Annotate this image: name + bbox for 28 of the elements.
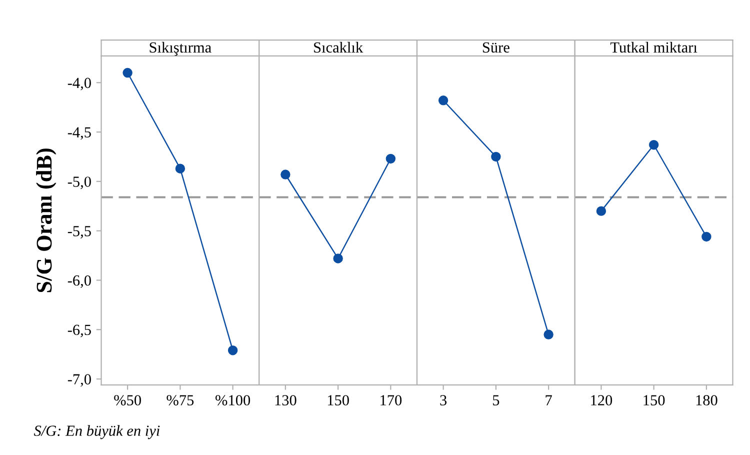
x-tick-label: 150 [328,395,349,406]
y-tick-label: -4,0 [68,78,91,90]
x-tick-label: 5 [493,395,500,406]
y-tick-label: -5,0 [68,176,91,190]
x-tick-label: 170 [380,395,402,406]
chart-title: Süre [482,42,510,53]
x-tick-label: 120 [591,395,612,406]
y-tick-label: -6,5 [68,324,91,338]
y-axis-title: S/G Oranı (dB) [36,148,56,292]
x-tick-label: 180 [696,395,718,406]
point [228,345,238,356]
chart-title: Sıcaklık [314,42,364,53]
x-tick-label: %50 [114,395,141,406]
chart-title: Tutkal miktarı [610,42,698,53]
x-tick-label: 3 [440,395,447,406]
x-tick-label: 150 [644,395,665,406]
x-tick-label: 130 [275,395,296,406]
y-tick-label: -4,5 [68,127,91,140]
x-tick-label: %75 [166,395,194,406]
y-tick-label: -6,0 [68,275,91,288]
text: S/G: En büyük en iyi [34,425,160,440]
x-tick-label: 7 [546,395,552,406]
y-tick-label: -7,0 [68,374,91,387]
chart-title: Sıkıştırma [150,42,212,56]
point [122,68,132,78]
x-tick-label: %100 [216,395,250,406]
point [175,164,186,174]
y-tick-label: -5,5 [68,226,91,238]
